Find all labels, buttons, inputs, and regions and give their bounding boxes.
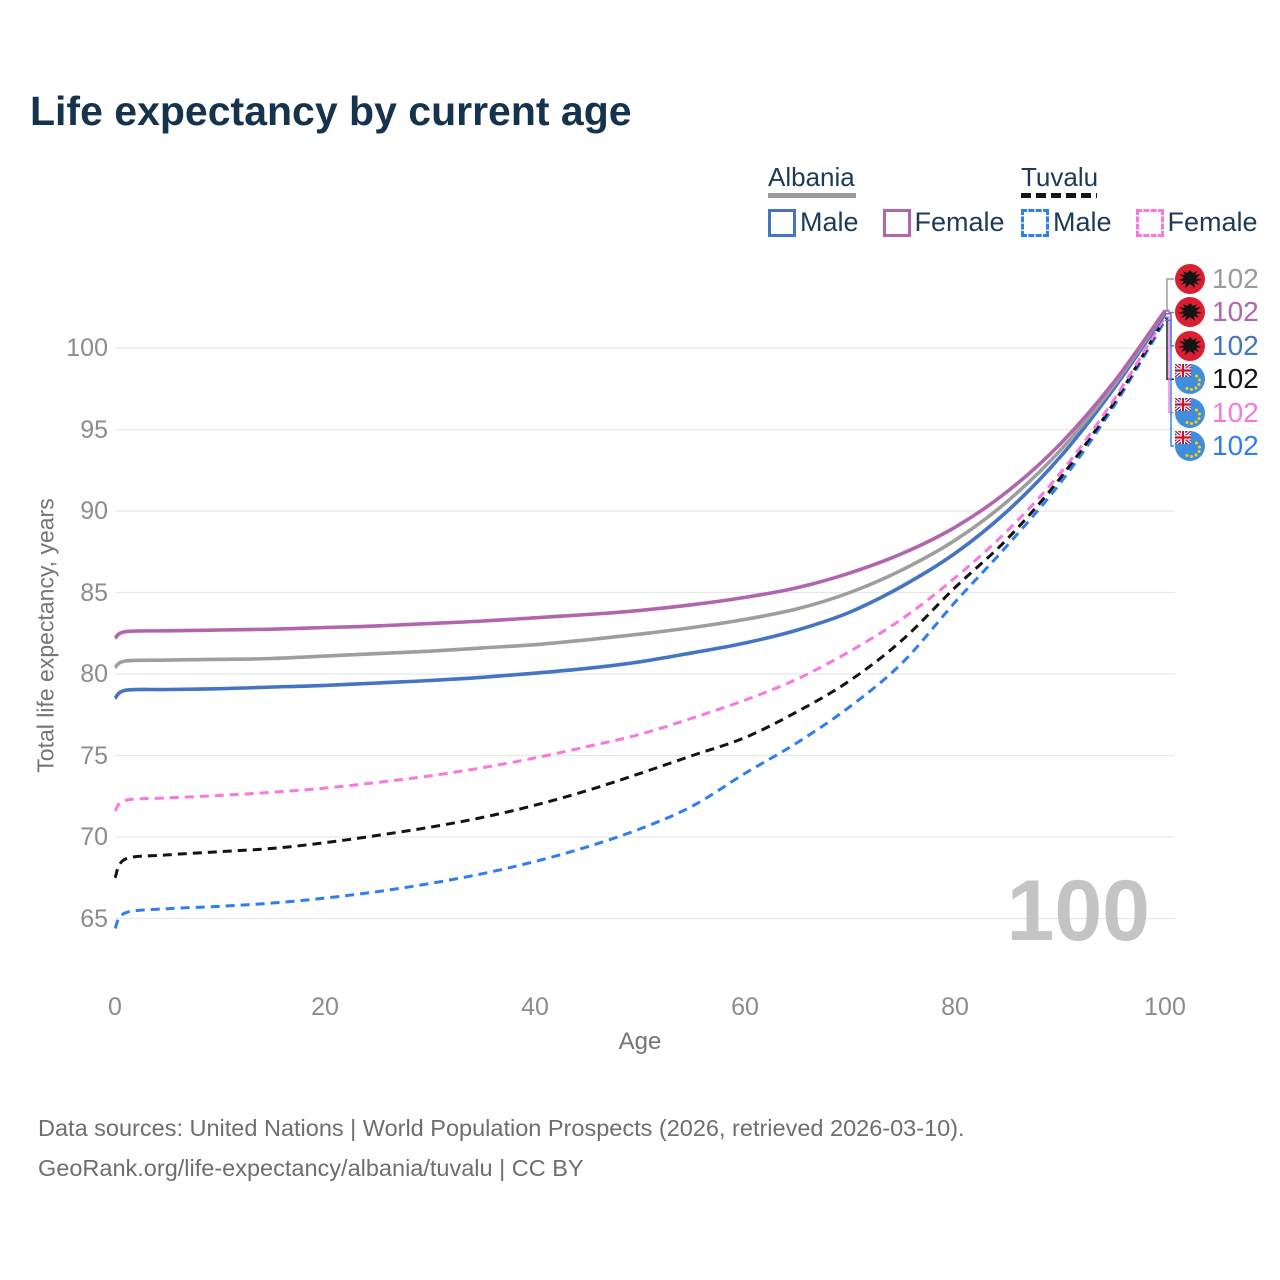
tuvalu-female-swatch (1135, 208, 1164, 237)
legend-item-tuvalu-male[interactable]: Male (1021, 207, 1112, 238)
tuvalu-flag-icon (1175, 397, 1205, 428)
end-label-tuvalu-total: 102 (1175, 363, 1259, 395)
y-tick-75: 75 (80, 741, 108, 770)
series-line-tuvalu[interactable] (113, 317, 1167, 879)
x-tick-100: 100 (1144, 993, 1186, 1021)
legend-item-albania-female[interactable]: Female (882, 207, 1005, 238)
footer: Data sources: United Nations | World Pop… (38, 1108, 1188, 1188)
end-label-tuvalu-female: 102 (1175, 397, 1259, 429)
page-title: Life expectancy by current age (30, 88, 632, 134)
end-label-connector (1165, 319, 1174, 447)
y-tick-95: 95 (80, 415, 108, 444)
end-value: 102 (1212, 263, 1259, 294)
data-sources-line: Data sources: United Nations | World Pop… (38, 1115, 965, 1141)
tuvalu-male-swatch (1021, 208, 1049, 237)
tuvalu-flag-icon (1175, 431, 1205, 461)
end-label-albania-total: 102 (1175, 263, 1259, 295)
end-value: 102 (1212, 396, 1259, 428)
end-label-albania-male: 102 (1175, 330, 1259, 362)
series-line-albania[interactable] (113, 310, 1167, 670)
legend-group-albania: Albania Male Female (768, 163, 1019, 238)
legend-group-tuvalu: Tuvalu Male Female (1021, 163, 1272, 238)
legend-item-tuvalu-female[interactable]: Female (1135, 207, 1258, 238)
series-line-albania-male[interactable] (113, 312, 1167, 700)
legend-item-label: Female (1167, 207, 1258, 237)
y-tick-65: 65 (80, 904, 108, 933)
legend-item-albania-male[interactable]: Male (768, 207, 859, 238)
legend-item-label: Male (1053, 207, 1112, 237)
age-watermark: 100 (1006, 863, 1151, 959)
end-value: 102 (1212, 430, 1259, 461)
end-label-connector (1165, 278, 1174, 312)
series-line-tuvalu-male[interactable] (113, 319, 1167, 930)
x-tick-0: 0 (108, 993, 122, 1021)
y-tick-70: 70 (80, 823, 108, 851)
plot-area (113, 278, 1175, 930)
y-tick-100: 100 (66, 334, 108, 362)
x-tick-40: 40 (521, 993, 549, 1021)
x-axis-title: Age (618, 1028, 662, 1055)
legend-tuvalu-label: Tuvalu (1021, 162, 1099, 192)
series-line-tuvalu-female[interactable] (113, 316, 1167, 813)
albania-flag-icon (1175, 264, 1205, 294)
x-tick-20: 20 (311, 993, 339, 1021)
legend-albania-solid-line (768, 193, 856, 198)
end-value: 102 (1212, 363, 1259, 395)
legend-tuvalu-dashed-line (1021, 193, 1097, 198)
y-tick-80: 80 (80, 660, 108, 688)
x-tick-60: 60 (731, 993, 759, 1021)
end-value: 102 (1212, 296, 1259, 328)
albania-flag-icon (1175, 330, 1205, 361)
x-tick-80: 80 (941, 993, 969, 1021)
end-label-connector (1165, 309, 1174, 314)
end-value: 102 (1212, 329, 1259, 361)
legend-albania-label: Albania (768, 162, 855, 192)
end-label-tuvalu-male: 102 (1175, 430, 1259, 462)
albania-male-swatch (768, 208, 796, 237)
tuvalu-flag-icon (1175, 364, 1205, 395)
albania-female-swatch (882, 208, 911, 237)
attribution-line: GeoRank.org/life-expectancy/albania/tuva… (38, 1155, 584, 1181)
series-line-albania-female[interactable] (113, 309, 1167, 640)
y-tick-90: 90 (80, 497, 108, 525)
y-tick-85: 85 (80, 578, 108, 607)
end-label-albania-female: 102 (1175, 296, 1259, 328)
albania-flag-icon (1175, 297, 1205, 328)
legend-item-label: Male (800, 207, 859, 237)
legend-item-label: Female (914, 207, 1005, 237)
